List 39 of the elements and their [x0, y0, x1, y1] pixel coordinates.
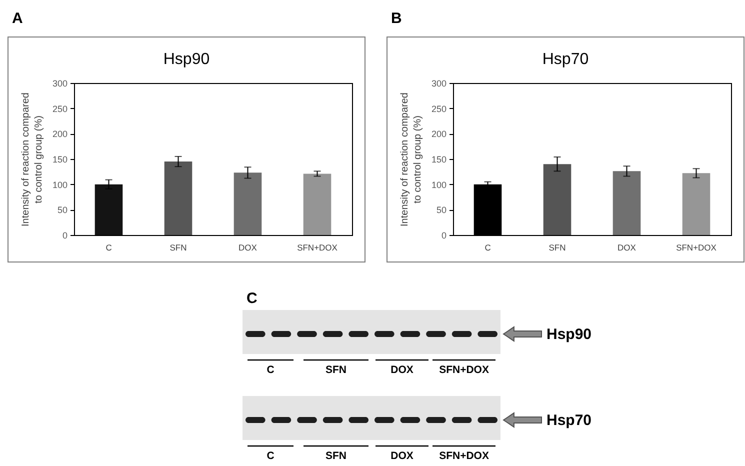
- y-tick-label: 100: [52, 180, 68, 190]
- x-tick-label: SFN+DOX: [676, 242, 717, 252]
- y-tick-label: 50: [57, 205, 68, 216]
- y-tick-label: 0: [62, 230, 68, 240]
- category-label: SFN+DOX: [439, 450, 489, 462]
- y-tick-label: 300: [52, 78, 68, 88]
- x-tick-label: C: [484, 242, 491, 252]
- y-tick-label: 150: [52, 154, 68, 164]
- text: Hsp90: [546, 326, 592, 343]
- y-tick-label: 150: [431, 154, 446, 164]
- y-tick-label: 50: [436, 205, 446, 216]
- y-tick-label: 250: [52, 104, 68, 114]
- y-tick-label: 200: [431, 129, 446, 140]
- text: C: [246, 290, 258, 307]
- y-tick-label: 0: [441, 230, 446, 240]
- category-label: C: [266, 450, 274, 462]
- text: Hsp70: [546, 412, 592, 429]
- x-tick-label: C: [106, 242, 112, 252]
- y-tick-label: 200: [52, 129, 68, 140]
- y-axis-title: Intensity of reaction compared to control group (%): [399, 92, 424, 226]
- x-tick-label: DOX: [238, 242, 258, 252]
- chart-title: Hsp90: [163, 51, 210, 68]
- x-tick-label: SFN+DOX: [297, 242, 338, 252]
- y-tick-label: 300: [431, 78, 446, 88]
- y-tick-label: 250: [431, 104, 446, 114]
- x-tick-label: DOX: [618, 242, 636, 252]
- chart-title: Hsp70: [542, 51, 589, 68]
- text: B: [391, 10, 402, 27]
- category-label: DOX: [390, 450, 414, 462]
- y-tick-label: 100: [431, 180, 446, 190]
- category-label: C: [266, 364, 275, 376]
- text: A: [12, 10, 23, 27]
- category-label: DOX: [390, 364, 414, 376]
- x-tick-label: SFN: [170, 242, 187, 252]
- x-tick-label: SFN: [548, 242, 566, 252]
- category-label: SFN: [326, 364, 346, 376]
- y-axis-title: Intensity of reaction compared to control group (%): [20, 92, 44, 226]
- category-label: SFN+DOX: [439, 364, 489, 376]
- category-label: SFN: [326, 450, 346, 462]
